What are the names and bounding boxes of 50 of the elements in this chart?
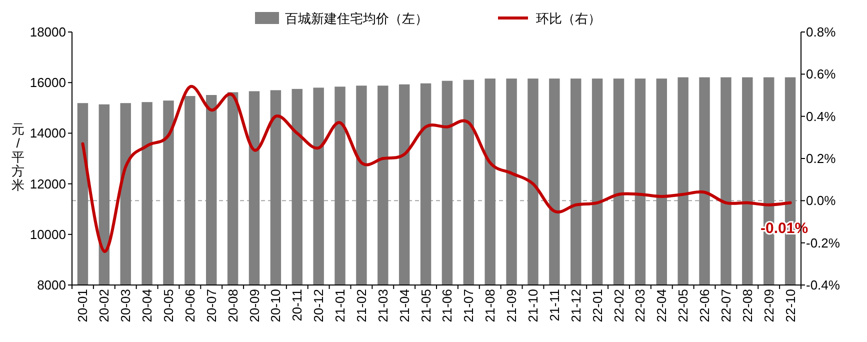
x-tick-label: 20-04: [140, 289, 155, 322]
y2-tick-label: 0.2%: [806, 151, 836, 166]
x-tick-label: 22-04: [654, 289, 670, 322]
legend-label: 百城新建住宅均价（左）: [285, 11, 428, 26]
x-tick-label: 20-08: [225, 289, 240, 322]
x-tick-label: 20-06: [182, 289, 198, 322]
y2-tick-label: 0.6%: [806, 66, 836, 82]
x-tick-label: 22-09: [761, 289, 776, 322]
x-tick-label: 20-11: [290, 289, 305, 322]
x-tick-label: 21-11: [546, 289, 562, 322]
x-tick-label: 21-06: [440, 289, 455, 322]
x-tick-label: 22-05: [676, 289, 691, 322]
x-tick-label: 21-09: [504, 289, 520, 322]
x-tick-label: 21-12: [568, 289, 584, 322]
x-tick-label: 20-07: [204, 289, 219, 322]
x-tick-label: 22-08: [740, 289, 755, 322]
x-tick-label: 20-02: [96, 289, 112, 322]
legend-label: 环比（右）: [536, 11, 601, 26]
y-axis-title: 元/平方米: [12, 122, 24, 192]
x-tick-label: 21-07: [461, 289, 476, 322]
y-tick-label: 10000: [30, 226, 66, 242]
x-tick-label: 21-10: [525, 289, 540, 322]
y2-tick-label: 0.8%: [806, 24, 836, 40]
y2-tick-label: 0.4%: [806, 108, 836, 124]
y-tick-label: 16000: [30, 75, 66, 90]
x-tick-label: 21-03: [375, 289, 390, 322]
x-tick-label: 20-10: [268, 289, 284, 322]
x-tick-label: 22-07: [718, 289, 734, 322]
x-tick-label: 21-01: [332, 289, 348, 322]
x-tick-label: 22-01: [590, 289, 605, 322]
y-tick-label: 12000: [30, 176, 66, 192]
y-tick-label: 18000: [30, 24, 66, 40]
x-tick-label: 22-03: [632, 289, 648, 322]
y2-tick-label: -0.2%: [806, 235, 840, 250]
x-tick-label: 22-06: [697, 289, 712, 322]
y-tick-label: 8000: [37, 278, 66, 292]
y2-tick-label: 0.0%: [806, 193, 836, 208]
x-tick-label: 20-03: [118, 289, 134, 322]
x-tick-label: 20-05: [160, 289, 176, 322]
x-tick-label: 21-08: [482, 289, 498, 322]
y-tick-label: 14000: [30, 126, 66, 141]
x-tick-label: 20-09: [246, 289, 262, 322]
x-tick-label: 22-02: [611, 289, 626, 322]
x-tick-label: 22-10: [782, 289, 798, 322]
x-tick-label: 20-12: [311, 289, 326, 322]
x-tick-label: 21-05: [418, 289, 434, 322]
x-tick-label: 20-01: [75, 289, 90, 322]
x-tick-label: 21-02: [354, 289, 369, 322]
y2-tick-label: -0.4%: [806, 278, 840, 292]
x-tick-label: 21-04: [396, 289, 412, 322]
